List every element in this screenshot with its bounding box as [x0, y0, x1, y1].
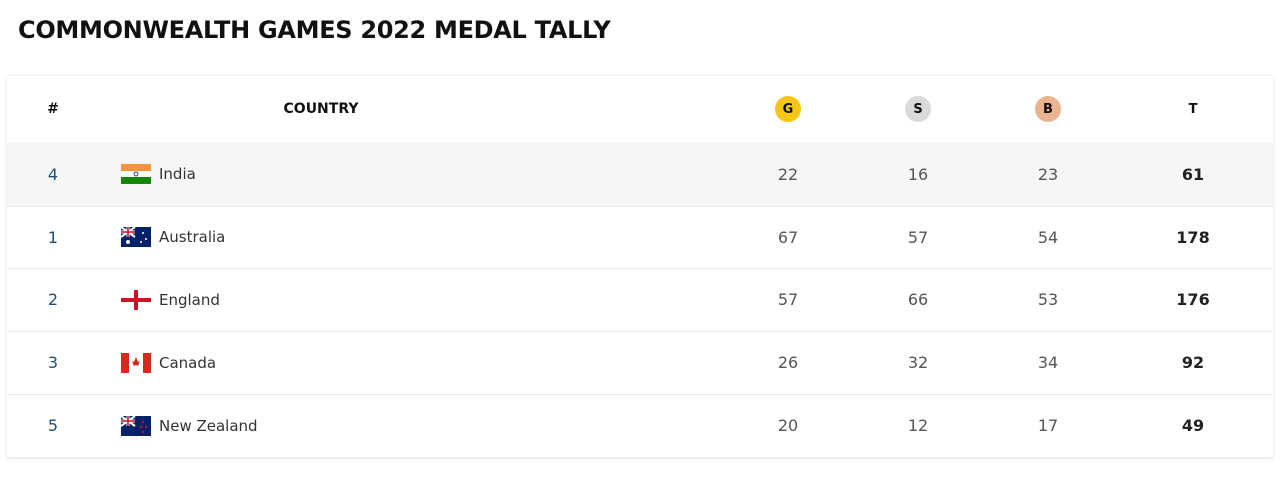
cell-text: 178 — [1176, 227, 1210, 247]
cell-text: 4 — [47, 164, 59, 184]
value-cell: 53 — [1008, 268, 1088, 331]
value-cell: 178 — [1153, 206, 1233, 268]
header-label: COUNTRY — [283, 101, 359, 117]
flag — [121, 227, 151, 247]
cell-text: 3 — [47, 353, 59, 372]
cell-text: 17 — [1037, 416, 1059, 435]
value-cell: 3 — [13, 331, 93, 394]
flag — [121, 415, 151, 436]
cell-text: 53 — [1037, 290, 1059, 309]
cell-text: 66 — [907, 290, 929, 309]
value-cell: 57 — [878, 206, 958, 268]
table-row: 5 New Zealand 20 12 17 49 — [7, 394, 1273, 458]
cell-text: 20 — [777, 416, 799, 435]
country-name: Australia — [159, 228, 226, 246]
table-row: 1 Australia 67 57 54 178 — [7, 206, 1273, 269]
header-label: B — [1035, 96, 1061, 122]
country-cell: Canada — [121, 331, 521, 394]
cell-text: 176 — [1176, 290, 1210, 309]
cell-text: 26 — [777, 353, 799, 372]
value-cell: 34 — [1008, 331, 1088, 394]
country-name: India — [159, 165, 196, 183]
value-cell: 23 — [1008, 142, 1088, 206]
cell-text: 1 — [47, 227, 59, 247]
value-cell: 49 — [1153, 394, 1233, 457]
flag — [121, 352, 151, 373]
cell-text: 54 — [1037, 227, 1059, 247]
header-cell: T — [1153, 76, 1233, 142]
medal-table: # COUNTRY G S B T 4 India 22 16 23 61 1 Australia 67 57… — [7, 76, 1273, 458]
header-label: G — [775, 96, 801, 122]
table-row: 3 Canada 26 32 34 92 — [7, 331, 1273, 395]
value-cell: 67 — [748, 206, 828, 268]
value-cell: 12 — [878, 394, 958, 457]
country-cell: New Zealand — [121, 394, 521, 457]
value-cell: 17 — [1008, 394, 1088, 457]
country-cell: Australia — [121, 206, 521, 268]
value-cell: 26 — [748, 331, 828, 394]
cell-text: 57 — [777, 290, 799, 309]
cell-text: 2 — [47, 290, 59, 309]
country-cell: England — [121, 268, 521, 331]
table-row: 4 India 22 16 23 61 — [7, 142, 1273, 207]
cell-text: 5 — [47, 416, 59, 435]
flag — [121, 164, 151, 184]
value-cell: 4 — [13, 142, 93, 206]
cell-text: 57 — [907, 227, 929, 247]
header-label: # — [47, 101, 59, 117]
value-cell: 92 — [1153, 331, 1233, 394]
value-cell: 32 — [878, 331, 958, 394]
value-cell: 16 — [878, 142, 958, 206]
header-cell: # — [13, 76, 93, 142]
cell-text: 32 — [907, 353, 929, 372]
cell-text: 61 — [1181, 164, 1205, 184]
page-title: COMMONWEALTH GAMES 2022 MEDAL TALLY — [18, 16, 611, 44]
cell-text: 67 — [777, 227, 799, 247]
value-cell: 1 — [13, 206, 93, 268]
value-cell: 57 — [748, 268, 828, 331]
header-label: T — [1180, 96, 1206, 122]
country-cell: India — [121, 142, 521, 206]
header-label: S — [905, 96, 931, 122]
header-cell: COUNTRY — [121, 76, 521, 142]
value-cell: 20 — [748, 394, 828, 457]
value-cell: 54 — [1008, 206, 1088, 268]
country-name: Canada — [159, 353, 217, 372]
value-cell: 2 — [13, 268, 93, 331]
value-cell: 5 — [13, 394, 93, 457]
value-cell: 66 — [878, 268, 958, 331]
cell-text: 16 — [907, 164, 929, 184]
value-cell: 61 — [1153, 142, 1233, 206]
table-row: 2 England 57 66 53 176 — [7, 268, 1273, 332]
header-cell: G — [748, 76, 828, 142]
header-cell: B — [1008, 76, 1088, 142]
flag — [121, 289, 151, 310]
value-cell: 176 — [1153, 268, 1233, 331]
cell-text: 22 — [777, 164, 799, 184]
value-cell: 22 — [748, 142, 828, 206]
cell-text: 34 — [1037, 353, 1059, 372]
header-row: # COUNTRY G S B T — [7, 76, 1273, 143]
cell-text: 49 — [1181, 416, 1205, 435]
cell-text: 23 — [1037, 164, 1059, 184]
cell-text: 12 — [907, 416, 929, 435]
cell-text: 92 — [1181, 353, 1205, 372]
country-name: England — [159, 290, 220, 309]
country-name: New Zealand — [159, 416, 258, 435]
header-cell: S — [878, 76, 958, 142]
